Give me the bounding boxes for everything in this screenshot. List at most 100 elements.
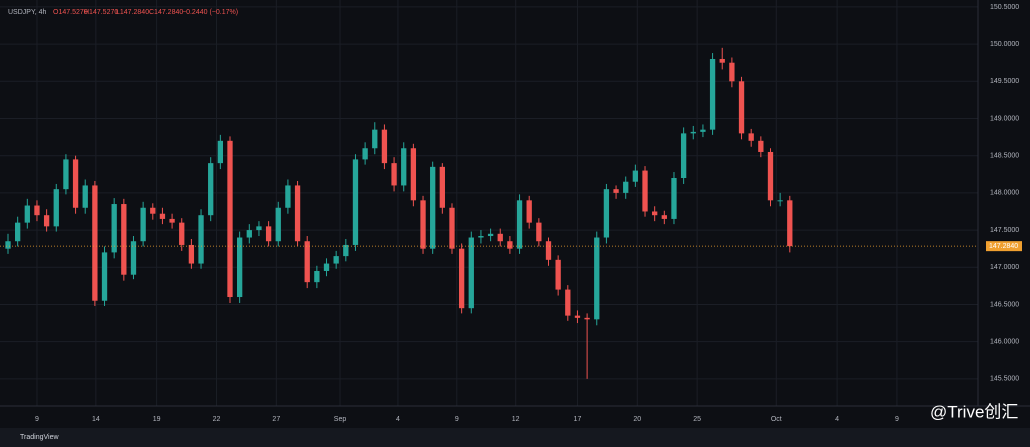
x-tick-label: 20 [633,416,641,423]
candle-body [227,140,233,298]
price-tag-label: 147.2840 [989,243,1018,250]
x-tick-label: 4 [396,416,400,423]
candle-body [632,170,639,182]
candle-body [449,207,455,249]
candle-body [497,233,503,242]
y-tick-label: 150.0000 [990,41,1019,48]
candle-body [333,256,339,264]
y-tick-label: 148.5000 [990,153,1019,160]
y-tick-label: 149.5000 [990,78,1019,85]
candle-body [294,185,301,242]
footer-bar [0,428,1030,447]
branding: TradingView [20,434,59,441]
candle-body [5,241,11,249]
candle-body [265,226,272,242]
candle-body [777,200,783,202]
x-tick-label: 9 [455,416,459,423]
x-tick-label: 19 [153,416,161,423]
candle-body [738,81,745,134]
candle-body [661,215,667,219]
candle-body [323,263,330,271]
candle-body [101,252,108,301]
candle-body [516,200,523,249]
candle-body [758,140,764,152]
y-tick-label: 147.5000 [990,227,1019,234]
candle-body [111,204,117,253]
candle-body [362,148,368,160]
x-tick-label: 17 [574,416,582,423]
candle-body [613,189,619,193]
candle-body [15,222,21,242]
candle-body [179,222,185,245]
candle-body [584,317,590,320]
candle-body [719,58,725,63]
candle-body [140,207,146,242]
candle-body [690,131,696,134]
candle-body [680,133,687,179]
candle-body [236,237,243,298]
x-tick-label: 4 [835,416,839,423]
candle-body [121,204,127,275]
candle-body [246,230,252,238]
x-tick-label: Oct [771,416,782,423]
x-tick-label: 25 [693,416,701,423]
price-tag [986,241,1022,252]
candle-body [565,289,571,316]
candle-body [285,185,291,208]
candle-body [652,211,658,216]
candle-body [526,200,532,223]
candle-body [208,163,214,216]
candle-body [150,207,156,214]
candle-body [603,189,610,238]
candle-body [24,205,30,223]
x-tick-label: 9 [895,416,899,423]
candle-body [410,148,417,201]
ohlc-low: L147.2840 [116,9,149,16]
candle-body [198,215,204,264]
ohlc-high: H147.5270 [84,9,118,16]
candle-body [391,163,397,186]
candle-body [671,178,677,219]
y-tick-label: 146.5000 [990,301,1019,308]
watermark: @Trive创汇 [930,402,1018,421]
candle-body [275,207,281,242]
y-tick-label: 147.0000 [990,264,1019,271]
x-tick-label: 9 [35,416,39,423]
candle-body [487,233,494,237]
y-tick-label: 148.0000 [990,190,1019,197]
candle-body [458,248,465,309]
candle-body [352,159,359,245]
y-tick-label: 145.5000 [990,376,1019,383]
candle-body [555,259,561,290]
candle-body [748,133,754,141]
candle-body [169,218,175,223]
ohlc-close: C147.2840 [149,9,183,16]
candle-body [623,181,629,193]
candle-body [82,185,88,208]
y-tick-label: 150.5000 [990,4,1019,11]
candle-body [545,241,552,260]
candle-body [188,244,195,264]
symbol: USDJPY, 4h [8,9,46,16]
candle-body [536,222,542,242]
x-tick-label: 27 [272,416,280,423]
candle-body [381,129,388,164]
ohlc-change: −0.2440 (−0.17%) [182,9,238,16]
x-tick-label: 14 [92,416,100,423]
y-tick-label: 149.0000 [990,115,1019,122]
ohlc-open: O147.5270 [53,9,88,16]
candle-body [217,140,224,164]
candle-body [594,237,600,320]
candle-body [372,129,378,149]
candle-body [787,200,793,247]
candle-body [401,148,407,186]
candle-body [642,170,648,212]
candle-body [130,241,137,275]
candle-body [314,270,320,283]
candle-body [34,205,40,216]
x-tick-label: 22 [213,416,221,423]
candle-body [92,185,98,301]
candle-body [709,58,716,130]
candle-body [256,226,262,231]
